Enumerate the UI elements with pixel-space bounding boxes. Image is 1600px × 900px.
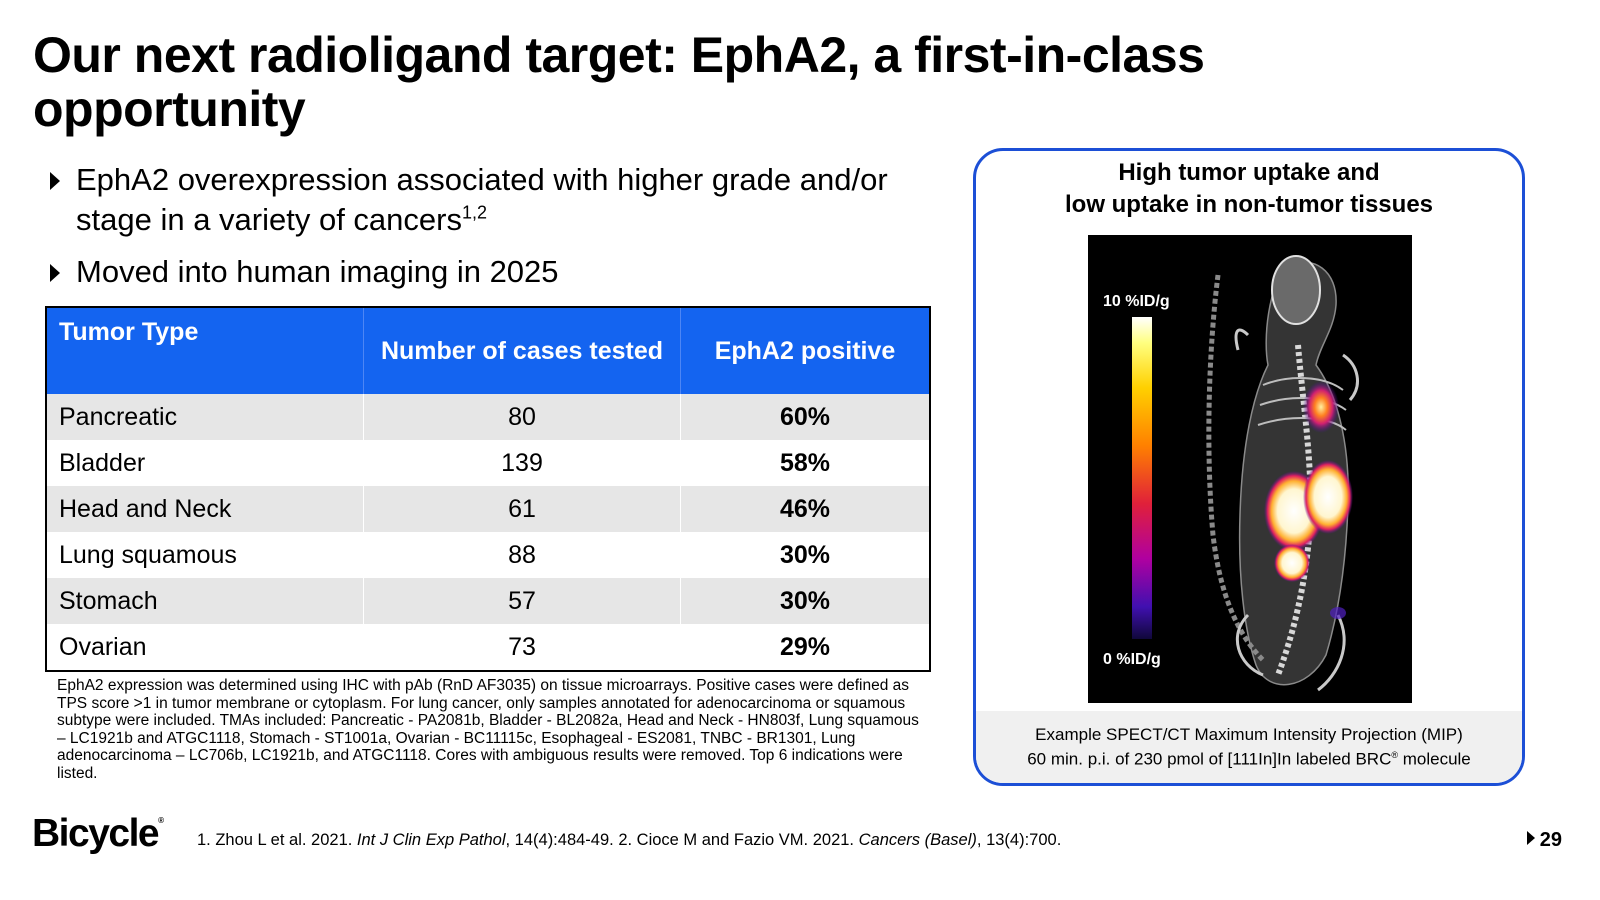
journal-name: Cancers (Basel) xyxy=(858,831,977,849)
scale-max-label: 10 %ID/g xyxy=(1103,293,1170,310)
caption-text: molecule xyxy=(1398,749,1471,769)
imaging-panel: High tumor uptake and low uptake in non-… xyxy=(973,148,1525,786)
panel-caption: Example SPECT/CT Maximum Intensity Proje… xyxy=(976,711,1522,783)
table-row: Stomach 57 30% xyxy=(46,578,930,624)
tumor-type-cell: Ovarian xyxy=(46,624,364,671)
caption-line: 60 min. p.i. of 230 pmol of [111In]In la… xyxy=(976,745,1522,770)
table-header-row: Tumor Type Number of cases tested EphA2 … xyxy=(46,307,930,394)
references: 1. Zhou L et al. 2021. Int J Clin Exp Pa… xyxy=(197,830,1061,850)
column-header-epha2-positive: EphA2 positive xyxy=(680,307,930,394)
reference-text: 1. Zhou L et al. 2021. xyxy=(197,831,357,849)
triangle-icon xyxy=(1526,831,1535,845)
positive-cell: 60% xyxy=(680,394,930,440)
positive-cell: 29% xyxy=(680,624,930,671)
mouse-scan-image xyxy=(1206,255,1359,692)
bullet-item: Moved into human imaging in 2025 xyxy=(44,252,924,292)
bicycle-logo: Bicycle® xyxy=(32,812,164,856)
reference-text: , 14(4):484-49. 2. Cioce M and Fazio VM.… xyxy=(505,831,859,849)
page-number-text: 29 xyxy=(1539,829,1562,851)
triangle-bullet-icon xyxy=(50,172,60,190)
reference-text: , 13(4):700. xyxy=(976,831,1062,849)
bullet-item: EphA2 overexpression associated with hig… xyxy=(44,160,924,240)
logo-registered-mark: ® xyxy=(158,816,165,825)
tumor-type-cell: Stomach xyxy=(46,578,364,624)
column-header-cases-tested: Number of cases tested xyxy=(363,307,681,394)
cases-cell: 57 xyxy=(363,578,681,624)
slide-title: Our next radioligand target: EphA2, a fi… xyxy=(33,27,1205,137)
table-row: Head and Neck 61 46% xyxy=(46,486,930,532)
table-row: Ovarian 73 29% xyxy=(46,624,930,671)
tumor-type-cell: Bladder xyxy=(46,440,364,486)
cases-cell: 88 xyxy=(363,532,681,578)
bullet-text: Moved into human imaging in 2025 xyxy=(76,254,559,289)
positive-cell: 46% xyxy=(680,486,930,532)
column-header-tumor-type: Tumor Type xyxy=(46,307,364,394)
bullet-text: EphA2 overexpression associated with hig… xyxy=(76,162,888,237)
table-row: Bladder 139 58% xyxy=(46,440,930,486)
spect-ct-image: 10 %ID/g 0 %ID/g xyxy=(1088,235,1412,703)
triangle-bullet-icon xyxy=(50,264,60,282)
tumor-type-cell: Lung squamous xyxy=(46,532,364,578)
cases-cell: 61 xyxy=(363,486,681,532)
caption-text: 60 min. p.i. of 230 pmol of [111In]In la… xyxy=(1027,749,1392,769)
tumor-table: Tumor Type Number of cases tested EphA2 … xyxy=(45,306,931,672)
table-row: Lung squamous 88 30% xyxy=(46,532,930,578)
tumor-type-cell: Pancreatic xyxy=(46,394,364,440)
panel-title-line: High tumor uptake and xyxy=(1118,159,1380,186)
cases-cell: 139 xyxy=(363,440,681,486)
tumor-type-cell: Head and Neck xyxy=(46,486,364,532)
table-footnote: EphA2 expression was determined using IH… xyxy=(57,677,919,782)
registered-mark: ® xyxy=(1391,750,1398,760)
reference-superscript: 1,2 xyxy=(461,202,488,223)
bullet-list: EphA2 overexpression associated with hig… xyxy=(44,160,924,304)
page-number: 29 xyxy=(1526,829,1562,852)
cases-cell: 80 xyxy=(363,394,681,440)
scale-min-label: 0 %ID/g xyxy=(1103,651,1161,668)
table-row: Pancreatic 80 60% xyxy=(46,394,930,440)
cases-cell: 73 xyxy=(363,624,681,671)
journal-name: Int J Clin Exp Pathol xyxy=(356,831,506,849)
positive-cell: 30% xyxy=(680,578,930,624)
logo-text: Bicycle xyxy=(32,812,160,855)
caption-line: Example SPECT/CT Maximum Intensity Proje… xyxy=(1035,725,1463,744)
panel-title: High tumor uptake and low uptake in non-… xyxy=(976,157,1522,221)
panel-title-line: low uptake in non-tumor tissues xyxy=(1064,191,1434,218)
positive-cell: 58% xyxy=(680,440,930,486)
positive-cell: 30% xyxy=(680,532,930,578)
intensity-colorbar xyxy=(1132,317,1152,639)
